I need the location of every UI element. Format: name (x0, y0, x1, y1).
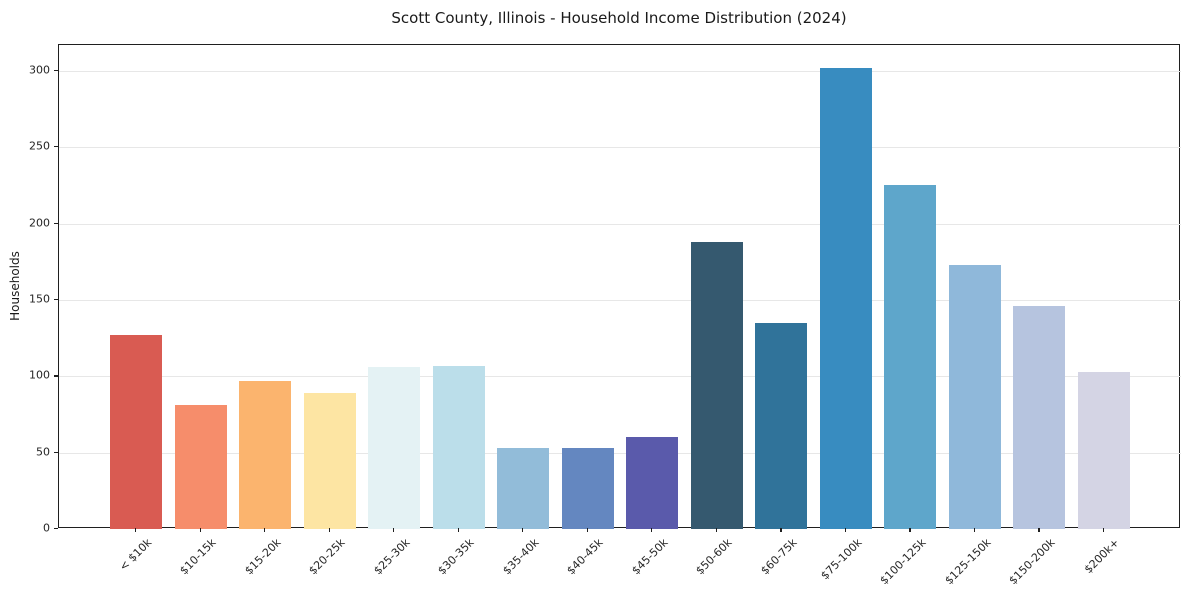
bar-$40-45k (561, 448, 614, 529)
y-tick-label-250: 250 (29, 139, 50, 153)
y-tick-mark-150 (54, 298, 58, 301)
bar-$50-60k (690, 241, 743, 529)
y-tick-label-150: 150 (29, 292, 50, 306)
bar-$35-40k (497, 448, 550, 529)
x-tick-mark-11 (844, 528, 847, 532)
x-tick-mark-1 (199, 528, 201, 532)
gridline-y-250 (59, 147, 1181, 149)
y-tick-mark-300 (54, 69, 58, 72)
x-tick-mark-4 (393, 528, 395, 532)
y-axis-label: Households (8, 251, 22, 321)
bar-$100-125k (884, 185, 937, 529)
bar-$20-25k (303, 393, 356, 529)
bar-$200k+ (1078, 371, 1130, 529)
bar-$25-30k (368, 367, 421, 529)
gridline-y-100 (59, 376, 1181, 378)
x-tick-mark-10 (780, 528, 782, 532)
y-tick-label-300: 300 (29, 63, 50, 77)
bar-$15-20k (239, 380, 292, 529)
gridline-y-300 (59, 70, 1181, 72)
x-tick-mark-6 (522, 528, 524, 532)
gridline-y-200 (59, 223, 1181, 225)
y-tick-label-0: 0 (43, 521, 50, 535)
bar-$30-35k (432, 365, 485, 529)
gridline-y-50 (59, 452, 1181, 454)
x-tick-mark-7 (586, 528, 588, 532)
x-tick-mark-12 (909, 528, 911, 532)
y-tick-label-200: 200 (29, 216, 50, 230)
y-tick-mark-50 (54, 451, 58, 453)
x-tick-mark-3 (328, 528, 330, 532)
x-tick-mark-9 (715, 528, 717, 532)
y-tick-label-50: 50 (36, 445, 50, 459)
y-tick-label-100: 100 (29, 368, 50, 382)
y-tick-mark-0 (54, 528, 58, 530)
y-tick-mark-100 (54, 375, 58, 377)
bar-$60-75k (755, 322, 808, 529)
bar-$125-150k (948, 264, 1001, 529)
x-tick-mark-14 (1038, 528, 1040, 532)
x-tick-mark-2 (264, 528, 266, 532)
x-tick-mark-5 (457, 528, 459, 532)
y-tick-mark-200 (54, 222, 58, 224)
bar-$45-50k (626, 437, 679, 529)
x-tick-mark-0 (135, 528, 137, 532)
x-tick-mark-8 (651, 528, 653, 532)
plot-area (58, 44, 1181, 529)
y-tick-mark-250 (54, 146, 58, 148)
bar-$75-100k (819, 67, 872, 529)
bar-< $10k (110, 335, 162, 529)
x-tick-mark-15 (1103, 528, 1105, 532)
chart-title: Scott County, Illinois - Household Incom… (391, 9, 847, 27)
x-tick-mark-13 (973, 528, 976, 532)
bar-$150-200k (1013, 306, 1066, 529)
gridline-y-150 (59, 299, 1181, 301)
bar-$10-15k (174, 405, 227, 529)
